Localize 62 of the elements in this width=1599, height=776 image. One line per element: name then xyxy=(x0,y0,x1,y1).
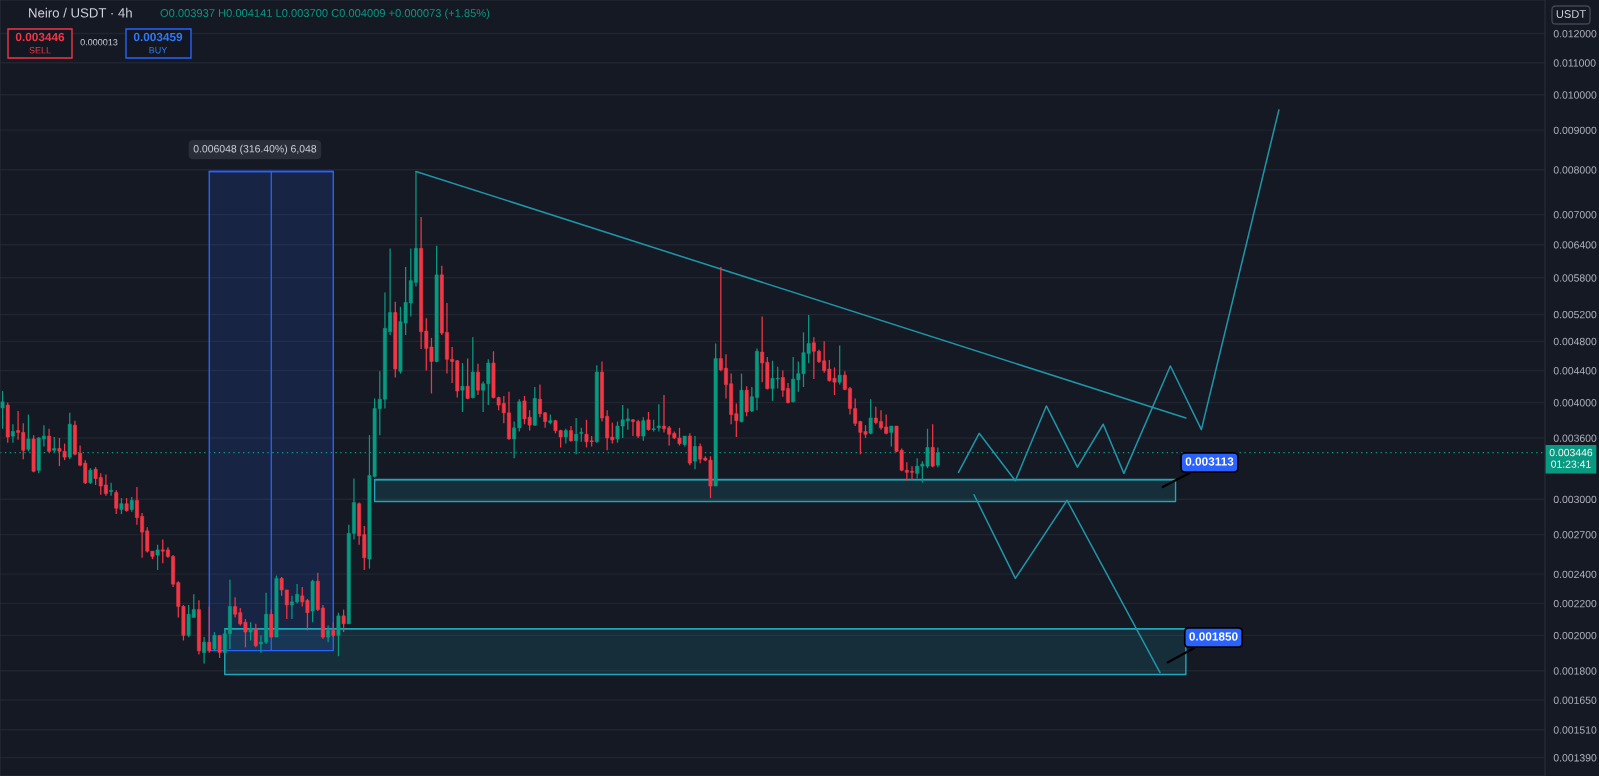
candlestick xyxy=(207,605,212,654)
candlestick xyxy=(269,608,274,638)
annotation: SELL xyxy=(29,47,51,54)
candlestick xyxy=(114,489,119,515)
y-tick-label: 0.003600 xyxy=(1553,434,1597,442)
candlestick xyxy=(248,621,253,642)
ref-line-label: 0.003446 01:23:41 xyxy=(1549,448,1593,468)
annotation: 0.003113 xyxy=(1185,457,1234,466)
candlestick xyxy=(641,416,646,442)
text: O0.003937 H0.004141 L0.003700 C0.004009 +0.000073 (+1.85%) xyxy=(160,8,490,20)
y-tick-label: 0.004400 xyxy=(1553,367,1597,375)
candlestick xyxy=(837,344,842,386)
annotation: 0.000013 xyxy=(80,39,118,46)
candlestick xyxy=(930,423,935,468)
annotation: BUY xyxy=(149,47,168,54)
candlestick xyxy=(109,482,114,497)
y-tick-label: 0.001510 xyxy=(1553,726,1597,734)
candlestick xyxy=(212,631,217,652)
y-tick-label: 0.008000 xyxy=(1553,166,1597,174)
y-tick-label: 0.007000 xyxy=(1553,211,1597,219)
y-tick-label: 0.003000 xyxy=(1553,495,1597,504)
candlestick xyxy=(744,385,749,417)
candlestick xyxy=(868,398,873,435)
annotation: 0.006048 (316.40%) 6,048 xyxy=(193,144,317,155)
y-tick-label: 0.012000 xyxy=(1553,30,1597,38)
y-tick-label: 0.006400 xyxy=(1553,241,1597,249)
y-tick-label: 0.001650 xyxy=(1553,696,1597,704)
y-axis-title: USDT xyxy=(1556,10,1586,18)
candlestick xyxy=(693,435,697,470)
y-tick-label: 0.005800 xyxy=(1553,274,1597,282)
candlestick xyxy=(476,363,480,396)
y-tick-label: 0.001800 xyxy=(1553,667,1597,675)
candlestick xyxy=(26,413,31,452)
candlestick xyxy=(202,636,207,665)
y-tick-label: 0.004800 xyxy=(1553,337,1597,346)
y-tick-label: 0.002200 xyxy=(1553,599,1597,608)
candlestick xyxy=(0,390,5,430)
candlestick xyxy=(935,446,940,468)
candlestick xyxy=(155,544,160,571)
y-tick-label: 0.001390 xyxy=(1553,754,1597,762)
line-series xyxy=(973,493,1161,674)
y-tick-label: 0.011000 xyxy=(1553,59,1596,67)
candlestick xyxy=(460,362,465,413)
annotation: 0.001850 xyxy=(1189,632,1238,641)
candlestick xyxy=(336,612,341,657)
y-tick-label: 0.002000 xyxy=(1553,631,1597,640)
annotation: 0.003459 xyxy=(133,32,183,42)
y-tick-label: 0.010000 xyxy=(1553,91,1597,99)
y-tick-label: 0.004000 xyxy=(1553,399,1597,407)
candlestick xyxy=(10,423,15,444)
candlestick xyxy=(889,425,894,448)
y-tick-label: 0.009000 xyxy=(1553,126,1597,135)
y-tick-label: 0.005200 xyxy=(1553,310,1597,319)
candlestick xyxy=(646,411,651,432)
candlestick xyxy=(465,357,470,400)
annotation: 0.003446 xyxy=(15,32,65,42)
candlestick xyxy=(253,623,258,648)
y-tick-label: 0.002700 xyxy=(1553,531,1597,539)
y-tick-label: 0.002400 xyxy=(1553,570,1597,579)
chart-title: Neiro / USDT · 4h xyxy=(29,7,132,18)
candlestick xyxy=(217,634,222,659)
candlestick xyxy=(341,608,346,633)
